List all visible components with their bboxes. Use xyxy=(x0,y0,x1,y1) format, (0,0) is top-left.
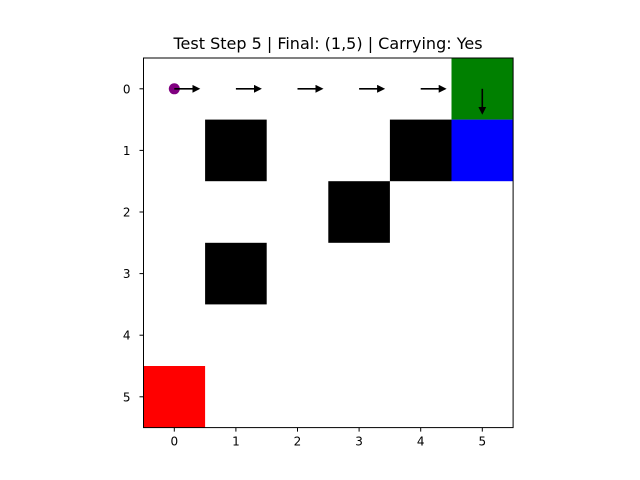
plot-frame xyxy=(143,57,514,429)
obstacle-cell xyxy=(205,242,267,305)
y-tick-label: 0 xyxy=(123,82,131,96)
y-tick-label: 1 xyxy=(123,144,131,158)
x-tick-label: 2 xyxy=(294,435,302,449)
x-tick-label: 3 xyxy=(355,435,363,449)
x-tick-label: 0 xyxy=(170,435,178,449)
x-tick-label: 4 xyxy=(417,435,425,449)
obstacle-cell xyxy=(389,119,452,182)
obstacle-cell xyxy=(328,181,390,243)
y-tick-label: 3 xyxy=(123,267,131,281)
y-tick-label: 4 xyxy=(123,329,131,343)
blue-cell xyxy=(451,119,514,182)
y-tick-label: 2 xyxy=(123,206,131,220)
y-tick-label: 5 xyxy=(123,390,131,404)
obstacle-cell xyxy=(205,119,267,182)
x-tick-label: 1 xyxy=(232,435,240,449)
red-cell xyxy=(143,366,206,428)
figure-title: Test Step 5 | Final: (1,5) | Carrying: Y… xyxy=(172,34,482,53)
x-tick-label: 5 xyxy=(478,435,486,449)
grid-axes: 0 1 2 3 4 5 0 1 2 3 4 5 xyxy=(123,57,514,449)
